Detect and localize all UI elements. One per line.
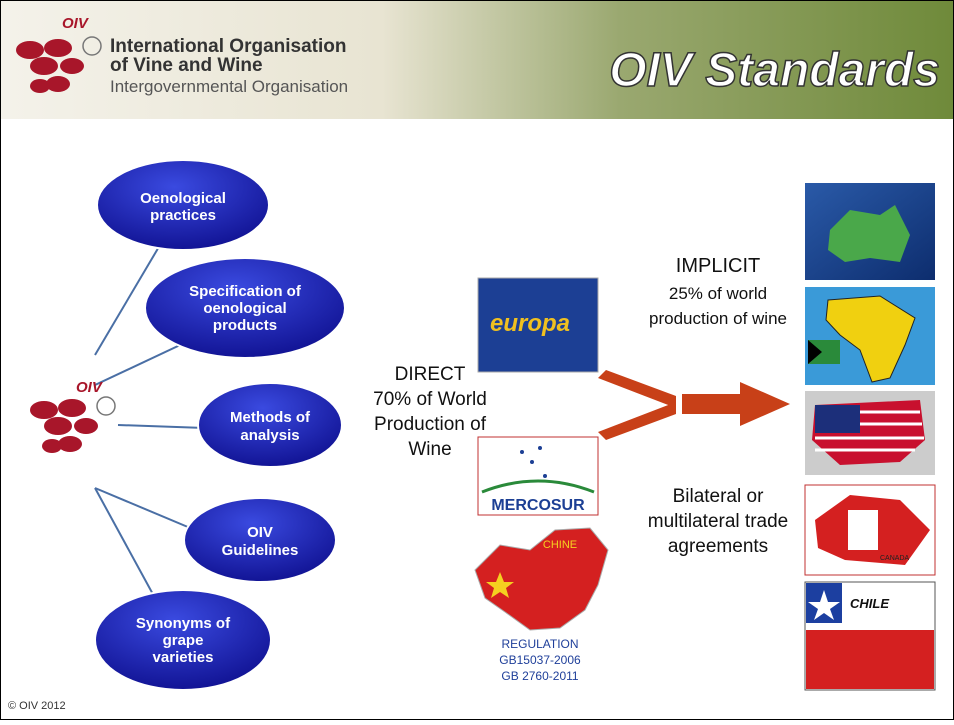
node-label-line: varieties xyxy=(153,649,214,666)
node-label-line: Synonyms of xyxy=(136,615,231,632)
node-label-line: Methods of xyxy=(230,409,311,426)
slide-title: OIV Standards xyxy=(609,44,940,97)
regulation-line: GB15037-2006 xyxy=(499,653,581,667)
implicit-line: IMPLICIT xyxy=(676,255,760,277)
australia-image xyxy=(805,183,935,280)
node-label-line: practices xyxy=(150,207,216,224)
europa-image: europa xyxy=(478,278,598,372)
node-label-line: grape xyxy=(163,632,204,649)
mercosur-label: MERCOSUR xyxy=(491,497,585,514)
regulation-line: GB 2760-2011 xyxy=(501,669,578,683)
regulation-line: REGULATION xyxy=(501,637,578,651)
canada-image: CANADA xyxy=(805,485,935,575)
node-label-line: Specification of xyxy=(189,283,302,300)
implicit-line: production of wine xyxy=(649,309,787,328)
node-label-line: Oenological xyxy=(140,190,226,207)
org-name-line: of Vine and Wine xyxy=(110,55,263,76)
africa-image xyxy=(805,287,935,385)
china-regulation: REGULATION GB15037-2006 GB 2760-2011 xyxy=(499,637,581,683)
direct-line: DIRECT xyxy=(395,364,466,385)
bilateral-line: multilateral trade xyxy=(648,511,788,532)
direct-line: Wine xyxy=(408,439,451,460)
footer: © OIV 2012 xyxy=(8,700,66,712)
node-label-line: products xyxy=(213,317,277,334)
bilateral-line: Bilateral or xyxy=(673,486,764,507)
node-label-line: oenological xyxy=(203,300,286,317)
node-label-line: analysis xyxy=(240,427,299,444)
direct-line: 70% of World xyxy=(373,389,487,410)
mercosur-image: MERCOSUR xyxy=(478,437,598,515)
canada-label: CANADA xyxy=(880,555,910,562)
org-name-line: International Organisation xyxy=(110,36,346,57)
direct-line: Production of xyxy=(374,414,487,435)
node-label-line: OIV xyxy=(247,524,273,541)
slide: OIV International Organisationof Vine an… xyxy=(0,0,954,720)
org-subtitle: Intergovernmental Organisation xyxy=(110,77,348,96)
implicit-line: 25% of world xyxy=(669,284,767,303)
chile-image: CHILE xyxy=(805,582,935,690)
logo-label: OIV xyxy=(62,15,90,32)
node-label-line: Guidelines xyxy=(222,542,299,559)
china-label: CHINE xyxy=(543,539,577,551)
center-logo-label: OIV xyxy=(76,379,104,396)
usa-image xyxy=(805,391,935,475)
chile-label: CHILE xyxy=(850,596,889,611)
bilateral-line: agreements xyxy=(668,536,768,557)
europa-label: europa xyxy=(490,310,570,337)
